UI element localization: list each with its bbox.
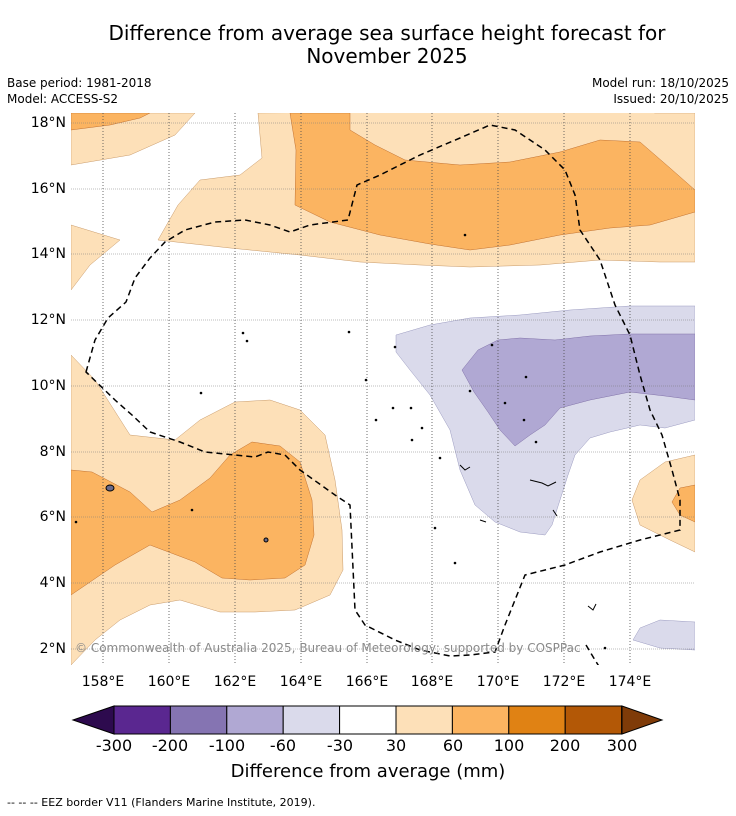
- islet-13: [433, 526, 437, 530]
- eez-border-southeast: [585, 644, 600, 665]
- colorbar-segment: [395, 705, 453, 735]
- islet-3: [347, 330, 351, 334]
- lon-label-172: 172°E: [542, 674, 586, 690]
- colorbar-segment: [508, 705, 566, 735]
- island-reef-central: [459, 464, 471, 471]
- islet-11: [410, 438, 414, 442]
- colorbar-tick-label: -60: [269, 736, 297, 755]
- islet-22: [74, 520, 78, 524]
- islet-16: [524, 375, 528, 379]
- colorbar-segment: [226, 705, 284, 735]
- colorbar-segment: [169, 705, 228, 735]
- longitude-gridlines: [102, 113, 631, 665]
- eez-legend-note: -- -- -- EEZ border V11 (Flanders Marine…: [7, 796, 316, 809]
- islet-23: [603, 646, 607, 650]
- copyright-notice: © Commonwealth of Australia 2025, Bureau…: [75, 641, 581, 655]
- eez-border-central: [85, 124, 681, 657]
- colorbar-tick-label: -200: [151, 736, 189, 755]
- islet-14: [453, 561, 457, 565]
- anomaly-region-light-purple-southeast: [632, 619, 695, 651]
- colorbar-extend-left: [71, 705, 115, 735]
- anomaly-region-orange-north: [289, 113, 695, 251]
- colorbar-segment: [564, 705, 623, 735]
- islet-8: [409, 406, 413, 410]
- island-south: [263, 537, 269, 543]
- meta-left: Base period: 1981-2018 Model: ACCESS-S2: [7, 75, 152, 107]
- lon-label-166: 166°E: [345, 674, 389, 690]
- island-chain-east: [529, 479, 557, 487]
- island-west: [105, 484, 115, 492]
- model-run: Model run: 18/10/2025: [591, 76, 729, 90]
- colorbar-tick-label: 100: [493, 736, 525, 755]
- lon-label-158: 158°E: [81, 674, 125, 690]
- colorbar-tick-label: -300: [95, 736, 133, 755]
- colorbar-segments: [113, 705, 623, 735]
- islet-7: [391, 406, 395, 410]
- anomaly-region-orange-southwest: [71, 441, 315, 596]
- colorbar-extend-right: [621, 705, 664, 735]
- islet-20: [463, 233, 467, 237]
- islet-21: [190, 508, 194, 512]
- colorbar-tick-label: -100: [208, 736, 246, 755]
- latitude-gridlines: [71, 122, 695, 650]
- anomaly-region-orange-north-corner: [71, 113, 151, 131]
- islet-6: [199, 391, 203, 395]
- islet-2: [245, 339, 249, 343]
- anomaly-region-light-orange-west-strip: [71, 224, 121, 291]
- title-line-1: Difference from average sea surface heig…: [108, 21, 666, 45]
- lat-label-2: 2°N: [39, 641, 66, 657]
- lat-label-8: 8°N: [39, 444, 66, 460]
- colorbar-tick-label: 60: [442, 736, 464, 755]
- islet-15: [490, 343, 494, 347]
- islet-18: [522, 418, 526, 422]
- lon-label-170: 170°E: [476, 674, 520, 690]
- lon-label-168: 168°E: [410, 674, 454, 690]
- islet-12: [438, 456, 442, 460]
- title-line-2: November 2025: [306, 44, 468, 68]
- issued-date: Issued: 20/10/2025: [613, 92, 729, 106]
- colorbar-title: Difference from average (mm): [230, 761, 506, 782]
- lat-label-10: 10°N: [30, 378, 66, 394]
- lon-label-160: 160°E: [147, 674, 191, 690]
- anomaly-region-light-orange-east: [631, 454, 695, 553]
- lat-label-12: 12°N: [30, 312, 66, 328]
- island-small-southeast: [587, 603, 597, 611]
- lon-label-174: 174°E: [608, 674, 652, 690]
- colorbar-tick-label: 200: [549, 736, 581, 755]
- colorbar-tick-label: -30: [326, 736, 354, 755]
- colorbar-tick-label: 300: [606, 736, 638, 755]
- islet-9: [374, 418, 378, 422]
- colorbar-segment: [339, 705, 397, 735]
- islet-5: [364, 378, 368, 382]
- islet-24: [468, 389, 472, 393]
- islet-10: [420, 426, 424, 430]
- map-area: [71, 113, 695, 665]
- lat-label-6: 6°N: [39, 509, 66, 525]
- base-period: Base period: 1981-2018: [7, 76, 152, 90]
- model-name: Model: ACCESS-S2: [7, 92, 119, 106]
- lat-label-18: 18°N: [30, 115, 66, 131]
- islet-1: [241, 331, 245, 335]
- lon-label-162: 162°E: [213, 674, 257, 690]
- colorbar: [71, 705, 664, 735]
- meta-right: Model run: 18/10/2025 Issued: 20/10/2025: [592, 75, 729, 107]
- colorbar-segment: [451, 705, 510, 735]
- islet-19: [534, 440, 538, 444]
- lat-label-16: 16°N: [30, 181, 66, 197]
- colorbar-tick-label: 30: [385, 736, 407, 755]
- map-title: Difference from average sea surface heig…: [40, 22, 734, 68]
- islet-17: [503, 401, 507, 405]
- islet-4: [393, 345, 397, 349]
- lat-label-4: 4°N: [39, 575, 66, 591]
- island-reef-south: [479, 519, 487, 523]
- colorbar-segment: [113, 705, 171, 735]
- island-reef-southeast: [552, 509, 558, 517]
- lon-label-164: 164°E: [279, 674, 323, 690]
- colorbar-segment: [282, 705, 341, 735]
- islands: [74, 233, 607, 650]
- lat-label-14: 14°N: [30, 246, 66, 262]
